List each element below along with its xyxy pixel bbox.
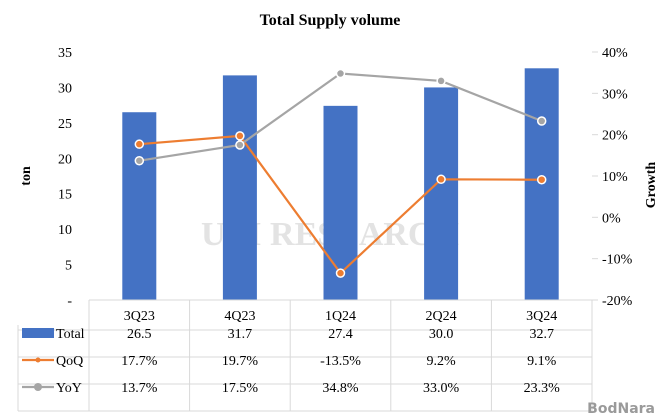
data-label-yoy: 33.0% bbox=[423, 381, 460, 396]
data-label-yoy: 34.8% bbox=[322, 381, 359, 396]
data-label-total: 30.0 bbox=[429, 327, 454, 342]
legend-marker-yoy bbox=[34, 383, 42, 391]
data-label-total: 26.5 bbox=[127, 327, 152, 342]
y2-tick-label: 30% bbox=[602, 87, 628, 102]
category-label: 3Q23 bbox=[124, 309, 155, 324]
chart-title: Total Supply volume bbox=[260, 12, 401, 29]
point-qoq-3Q24 bbox=[536, 174, 547, 185]
point-yoy-1Q24 bbox=[335, 68, 346, 79]
y2-tick-label: 10% bbox=[602, 170, 628, 185]
point-yoy-3Q23 bbox=[134, 155, 145, 166]
y-tick-label: 15 bbox=[58, 188, 72, 203]
y-tick-label: - bbox=[67, 294, 72, 309]
legend-label-qoq: QoQ bbox=[56, 354, 83, 369]
y2-tick-label: -10% bbox=[602, 253, 633, 268]
y-tick-label: 20 bbox=[58, 152, 72, 167]
category-label: 2Q24 bbox=[426, 309, 457, 324]
bodnara-logo: BodNara bbox=[587, 401, 655, 417]
legend-label-total: Total bbox=[56, 327, 85, 342]
y-tick-label: 25 bbox=[58, 117, 72, 132]
point-yoy-3Q24 bbox=[536, 116, 547, 126]
y2-tick-label: -20% bbox=[602, 294, 633, 309]
point-yoy-2Q24 bbox=[436, 76, 446, 86]
y-tick-label: 35 bbox=[58, 46, 72, 61]
data-label-total: 27.4 bbox=[328, 327, 353, 342]
y2-tick-label: 0% bbox=[602, 211, 621, 226]
y-tick-label: 10 bbox=[58, 223, 72, 238]
data-label-qoq: 9.1% bbox=[527, 354, 557, 369]
legend-marker-qoq bbox=[35, 357, 41, 363]
data-label-yoy: 13.7% bbox=[121, 381, 158, 396]
data-label-yoy: 17.5% bbox=[222, 381, 259, 396]
category-label: 4Q23 bbox=[224, 309, 255, 324]
data-label-qoq: 9.2% bbox=[427, 354, 457, 369]
bar-total-4Q23 bbox=[222, 75, 257, 300]
y-tick-label: 30 bbox=[58, 81, 72, 96]
y-tick-label: 5 bbox=[65, 259, 72, 274]
data-label-qoq: 17.7% bbox=[121, 354, 158, 369]
data-label-total: 31.7 bbox=[228, 327, 253, 342]
bar-total-1Q24 bbox=[323, 105, 358, 300]
data-label-yoy: 23.3% bbox=[524, 381, 561, 396]
point-yoy-4Q23 bbox=[235, 140, 245, 150]
legend-key-total bbox=[22, 328, 54, 338]
point-qoq-3Q23 bbox=[134, 139, 145, 149]
bar-total-2Q24 bbox=[424, 87, 459, 300]
point-qoq-4Q23 bbox=[235, 131, 245, 141]
y2-tick-label: 20% bbox=[602, 129, 628, 144]
category-label: 1Q24 bbox=[325, 309, 356, 324]
y-axis-label: ton bbox=[19, 166, 34, 186]
legend-label-yoy: YoY bbox=[56, 381, 82, 396]
category-label: 3Q24 bbox=[526, 309, 557, 324]
data-label-total: 32.7 bbox=[529, 327, 554, 342]
point-qoq-1Q24 bbox=[335, 268, 346, 278]
y2-axis-label: Growth bbox=[644, 162, 659, 209]
point-qoq-2Q24 bbox=[436, 174, 446, 185]
y2-tick-label: 40% bbox=[602, 46, 628, 61]
data-label-qoq: 19.7% bbox=[222, 354, 259, 369]
data-label-qoq: -13.5% bbox=[320, 354, 361, 369]
